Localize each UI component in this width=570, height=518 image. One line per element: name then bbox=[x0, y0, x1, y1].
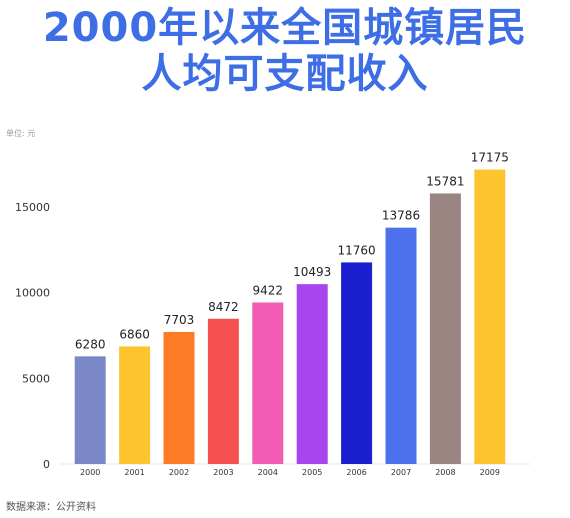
bar-2000 bbox=[74, 356, 106, 464]
x-tick-label: 2005 bbox=[302, 468, 322, 477]
bar-2003 bbox=[207, 318, 239, 464]
x-tick-label: 2000 bbox=[80, 468, 100, 477]
y-tick-label: 15000 bbox=[15, 201, 50, 214]
x-tick-label: 2002 bbox=[169, 468, 189, 477]
bar-value-label: 17175 bbox=[471, 151, 509, 165]
x-tick-label: 2008 bbox=[435, 468, 455, 477]
bar-value-label: 13786 bbox=[382, 209, 420, 223]
bar-2009 bbox=[474, 169, 506, 465]
bar-2007 bbox=[385, 227, 417, 464]
bar-value-label: 15781 bbox=[426, 174, 464, 188]
x-tick-label: 2001 bbox=[124, 468, 144, 477]
y-tick-label: 0 bbox=[43, 458, 50, 471]
chart-title-line1: 2000年以来全国城镇居民 bbox=[42, 5, 528, 51]
data-source-label: 数据来源：公开资料 bbox=[6, 502, 96, 513]
y-tick-label: 10000 bbox=[15, 287, 50, 300]
x-tick-label: 2009 bbox=[480, 468, 500, 477]
y-axis-ticks: 0 5000 10000 15000 bbox=[15, 201, 50, 471]
bars bbox=[74, 169, 506, 465]
x-tick-label: 2006 bbox=[346, 468, 366, 477]
x-tick-label: 2004 bbox=[258, 468, 278, 477]
x-tick-label: 2003 bbox=[213, 468, 233, 477]
y-tick-label: 5000 bbox=[22, 372, 50, 385]
x-tick-label: 2007 bbox=[391, 468, 411, 477]
bar-2002 bbox=[163, 331, 195, 464]
bar-value-label: 6860 bbox=[119, 327, 150, 341]
bar-2006 bbox=[341, 262, 373, 464]
bar-2005 bbox=[296, 284, 328, 464]
bar-value-label: 11760 bbox=[338, 243, 376, 257]
bar-value-label: 9422 bbox=[253, 283, 284, 297]
bar-value-label: 8472 bbox=[208, 300, 239, 314]
bar-2008 bbox=[429, 193, 461, 464]
bar-2004 bbox=[252, 302, 284, 464]
bar-value-label: 6280 bbox=[75, 337, 106, 351]
bar-value-label: 10493 bbox=[293, 265, 331, 279]
y-axis-unit-label: 单位: 元 bbox=[6, 129, 36, 138]
bar-value-label: 7703 bbox=[164, 313, 195, 327]
value-labels: 6280 6860 7703 8472 9422 10493 11760 13786 15781… bbox=[75, 151, 509, 352]
x-axis-ticks: 2000 2001 2002 2003 2004 2005 2006 2007 2008 2009 bbox=[80, 468, 500, 477]
bar-2001 bbox=[119, 346, 151, 464]
chart-title-line2: 人均可支配收入 bbox=[141, 51, 429, 97]
